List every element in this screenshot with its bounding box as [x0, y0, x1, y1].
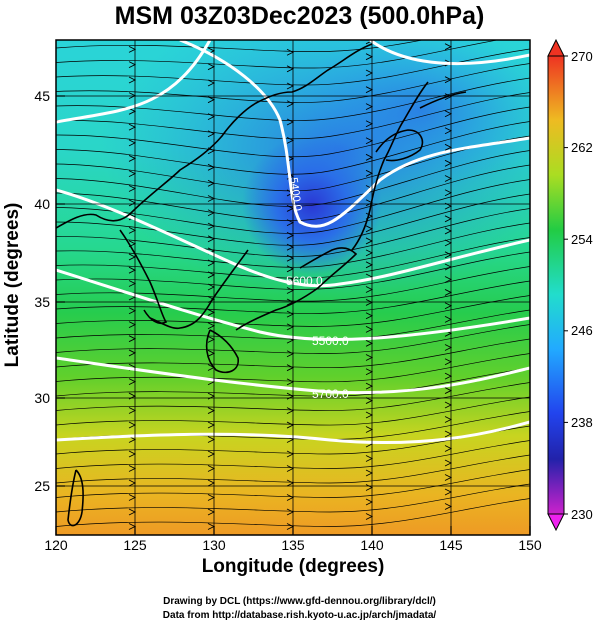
contour-label: 5700.0 [312, 387, 349, 401]
contour-label: 5400.0 [287, 177, 304, 212]
streamline [56, 483, 530, 513]
chart-title: MSM 03Z03Dec2023 (500.0hPa) [114, 2, 485, 30]
streamline [56, 40, 499, 69]
y-tick-label: 25 [34, 478, 50, 494]
x-tick-label: 130 [202, 537, 226, 553]
colorbar-tick-label: 262 [571, 140, 593, 155]
axis-ticks [55, 95, 531, 535]
streamline [56, 440, 530, 469]
contour-label: 5600.0 [286, 274, 323, 288]
streamline [56, 324, 530, 354]
colorbar-tick-label: 238 [571, 415, 593, 430]
streamline [56, 353, 530, 383]
x-axis-label: Longitude (degrees) [201, 556, 385, 577]
streamline [56, 164, 530, 221]
colorbar-min-arrow [547, 513, 565, 532]
streamline [56, 222, 530, 268]
streamline [56, 295, 530, 327]
streamline [56, 396, 530, 426]
y-tick-label: 30 [34, 390, 50, 406]
streamline [56, 63, 530, 103]
streamline [56, 498, 530, 527]
streamline [56, 454, 530, 484]
streamline [56, 150, 530, 207]
streamline [56, 135, 530, 192]
streamline [56, 179, 530, 234]
x-tick-label: 140 [360, 537, 384, 553]
y-axis-label: Latitude (degrees) [2, 202, 23, 368]
colorbar-tick-label: 230 [571, 507, 593, 522]
grid-lines [56, 40, 530, 535]
y-tick-label: 35 [34, 294, 50, 310]
streamline [56, 266, 530, 302]
credit-data: Data from http://database.rish.kyoto-u.a… [162, 610, 437, 621]
colorbar-tick-label: 254 [571, 232, 593, 247]
streamline-arrow [445, 28, 451, 34]
temperature-field [56, 28, 530, 535]
streamline [56, 280, 530, 314]
streamline [56, 106, 530, 158]
streamline [56, 382, 530, 411]
streamline [56, 193, 530, 246]
streamline [56, 40, 425, 52]
contour-label: 5500.0 [312, 334, 349, 348]
coastlines [56, 43, 467, 527]
streamline [56, 121, 530, 175]
streamline [56, 367, 530, 397]
y-tick-label: 45 [34, 88, 50, 104]
streamline [56, 77, 530, 121]
y-tick-label: 40 [34, 196, 50, 212]
colorbar: 270 262 254 246 238 230 [547, 38, 593, 532]
streamline [56, 208, 530, 257]
streamline [56, 338, 530, 368]
credit-drawing: Drawing by DCL (https://www.gfd-dennou.o… [163, 596, 436, 607]
streamline [56, 251, 530, 290]
streamline [56, 92, 530, 140]
streamline [56, 469, 530, 498]
streamline [56, 48, 530, 86]
x-tick-label: 120 [44, 537, 68, 553]
x-tick-label: 135 [281, 537, 305, 553]
colorbar-tick-label: 246 [571, 323, 593, 338]
x-tick-label: 150 [518, 537, 542, 553]
colorbar-max-arrow [547, 38, 565, 57]
colorbar-tick-label: 270 [571, 49, 593, 64]
x-tick-label: 145 [439, 537, 463, 553]
x-tick-label: 125 [123, 537, 147, 553]
height-contours [56, 40, 530, 445]
